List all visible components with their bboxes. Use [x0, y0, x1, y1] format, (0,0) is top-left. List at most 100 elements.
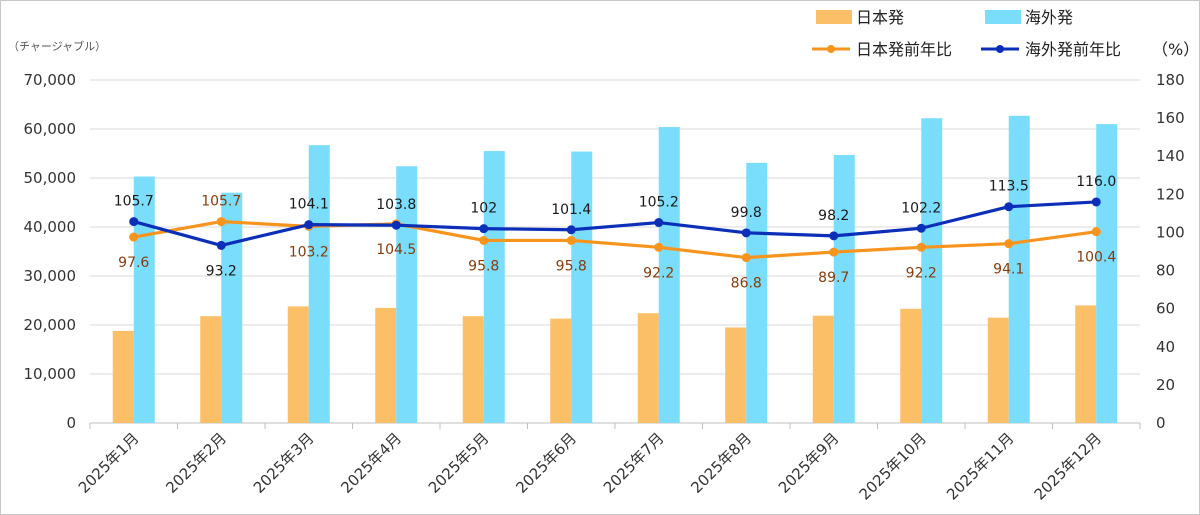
data-label-overseas-yoy: 101.4 [551, 202, 591, 218]
marker-overseas-yoy [829, 231, 839, 241]
bar-overseas [833, 154, 855, 423]
y-left-tick-label: 40,000 [24, 218, 77, 236]
y-right-tick-label: 80 [1156, 262, 1175, 280]
marker-overseas-yoy [916, 223, 926, 233]
data-label-japan-yoy: 103.2 [289, 244, 329, 260]
bar-overseas [308, 145, 330, 424]
bar-japan [1075, 305, 1097, 423]
y-left-axis-label: （チャージャブル） [8, 39, 106, 53]
y-right-tick-label: 180 [1156, 71, 1185, 89]
y-left-tick-label: 20,000 [24, 316, 77, 334]
bar-overseas [571, 151, 593, 424]
legend-label-overseas-bar: 海外発 [1025, 8, 1073, 27]
lines [129, 197, 1101, 263]
y-right-tick-label: 120 [1156, 185, 1185, 203]
data-label-overseas-yoy: 113.5 [989, 179, 1029, 195]
bar-japan [900, 308, 922, 423]
y-left-tick-label: 70,000 [24, 71, 77, 89]
data-label-overseas-yoy: 104.1 [289, 197, 329, 213]
bars [112, 115, 1118, 424]
bar-japan [550, 318, 572, 423]
marker-japan-yoy [916, 242, 926, 252]
data-label-overseas-yoy: 102 [470, 201, 497, 217]
data-label-overseas-yoy: 98.2 [818, 208, 849, 224]
y-right-tick-label: 100 [1156, 223, 1185, 241]
bar-overseas [1096, 124, 1118, 423]
marker-overseas-yoy [566, 225, 576, 235]
legend-label-overseas-line: 海外発前年比 [1025, 40, 1121, 59]
bar-japan [375, 307, 397, 423]
bar-japan [287, 306, 309, 423]
y-right-ticks: 0 20 40 60 80 100 120 140 160 180 [1156, 71, 1185, 432]
data-label-japan-yoy: 86.8 [731, 276, 762, 292]
legend-item-overseas-line[interactable]: 海外発前年比 [981, 40, 1121, 59]
marker-japan-yoy [654, 242, 664, 252]
marker-japan-yoy [216, 217, 226, 227]
marker-japan-yoy [479, 235, 489, 245]
bar-overseas [746, 162, 768, 423]
legend-item-overseas-bar[interactable]: 海外発 [985, 8, 1073, 27]
data-label-overseas-yoy: 105.2 [639, 195, 679, 211]
bar-japan [725, 327, 747, 423]
data-label-japan-yoy: 95.8 [556, 258, 587, 274]
marker-japan-yoy [741, 253, 751, 263]
marker-japan-yoy [829, 247, 839, 257]
data-label-japan-yoy: 97.6 [118, 255, 149, 271]
marker-overseas-yoy [216, 240, 226, 250]
bar-overseas [483, 151, 505, 424]
data-label-overseas-yoy: 93.2 [206, 263, 237, 279]
y-right-tick-label: 60 [1156, 300, 1175, 318]
data-label-japan-yoy: 94.1 [993, 262, 1024, 278]
legend-swatch-japan-bar [816, 10, 852, 24]
legend-swatch-overseas-bar [985, 10, 1021, 24]
bar-overseas [1008, 115, 1030, 424]
data-labels: 97.6 105.7 103.2 104.5 95.8 95.8 92.2 86.8 89.7 9… [114, 174, 1117, 292]
line-japan-yoy [133, 219, 1097, 260]
y-left-tick-label: 60,000 [24, 120, 77, 138]
bar-japan [112, 330, 134, 423]
data-label-overseas-yoy: 116.0 [1076, 174, 1116, 190]
marker-japan-yoy [129, 232, 139, 242]
bar-overseas [221, 192, 243, 423]
bar-japan [200, 316, 222, 423]
marker-japan-yoy [1091, 227, 1101, 237]
marker-overseas-yoy [1004, 202, 1014, 212]
bar-overseas [133, 176, 155, 423]
y-right-tick-label: 160 [1156, 109, 1185, 127]
data-label-japan-yoy: 89.7 [818, 270, 849, 286]
legend-marker-overseas [996, 45, 1004, 53]
legend-item-japan-line[interactable]: 日本発前年比 [812, 40, 952, 59]
data-label-japan-yoy: 95.8 [468, 258, 499, 274]
data-label-japan-yoy: 100.4 [1076, 250, 1116, 266]
line-overseas-yoy [133, 200, 1097, 248]
y-right-tick-label: 0 [1156, 414, 1166, 432]
data-label-japan-yoy: 104.5 [376, 242, 416, 258]
y-right-axis-label: （%） [1152, 40, 1199, 59]
y-left-ticks: 0 10,000 20,000 30,000 40,000 50,000 60,000 70,… [24, 71, 77, 432]
marker-overseas-yoy [129, 217, 139, 227]
marker-overseas-yoy [304, 220, 314, 230]
data-label-japan-yoy: 105.7 [201, 194, 241, 210]
marker-japan-yoy [1004, 239, 1014, 249]
bar-overseas [658, 127, 680, 423]
y-right-tick-label: 20 [1156, 376, 1175, 394]
y-left-tick-label: 0 [66, 414, 76, 432]
data-label-overseas-yoy: 102.2 [901, 200, 941, 216]
bar-japan [462, 316, 484, 423]
marker-overseas-yoy [391, 220, 401, 230]
marker-overseas-yoy [479, 224, 489, 234]
y-left-tick-label: 10,000 [24, 365, 77, 383]
bar-japan [812, 315, 834, 423]
marker-overseas-yoy [741, 228, 751, 238]
legend-marker-japan [827, 45, 835, 53]
data-label-overseas-yoy: 99.8 [731, 205, 762, 221]
y-right-tick-label: 140 [1156, 147, 1185, 165]
legend-item-japan-bar[interactable]: 日本発 [816, 8, 904, 27]
data-label-japan-yoy: 92.2 [906, 265, 937, 281]
marker-overseas-yoy [1091, 197, 1101, 207]
legend-label-japan-line: 日本発前年比 [856, 40, 952, 59]
legend: 日本発 海外発 日本発前年比 海外発前年比 [812, 8, 1121, 59]
